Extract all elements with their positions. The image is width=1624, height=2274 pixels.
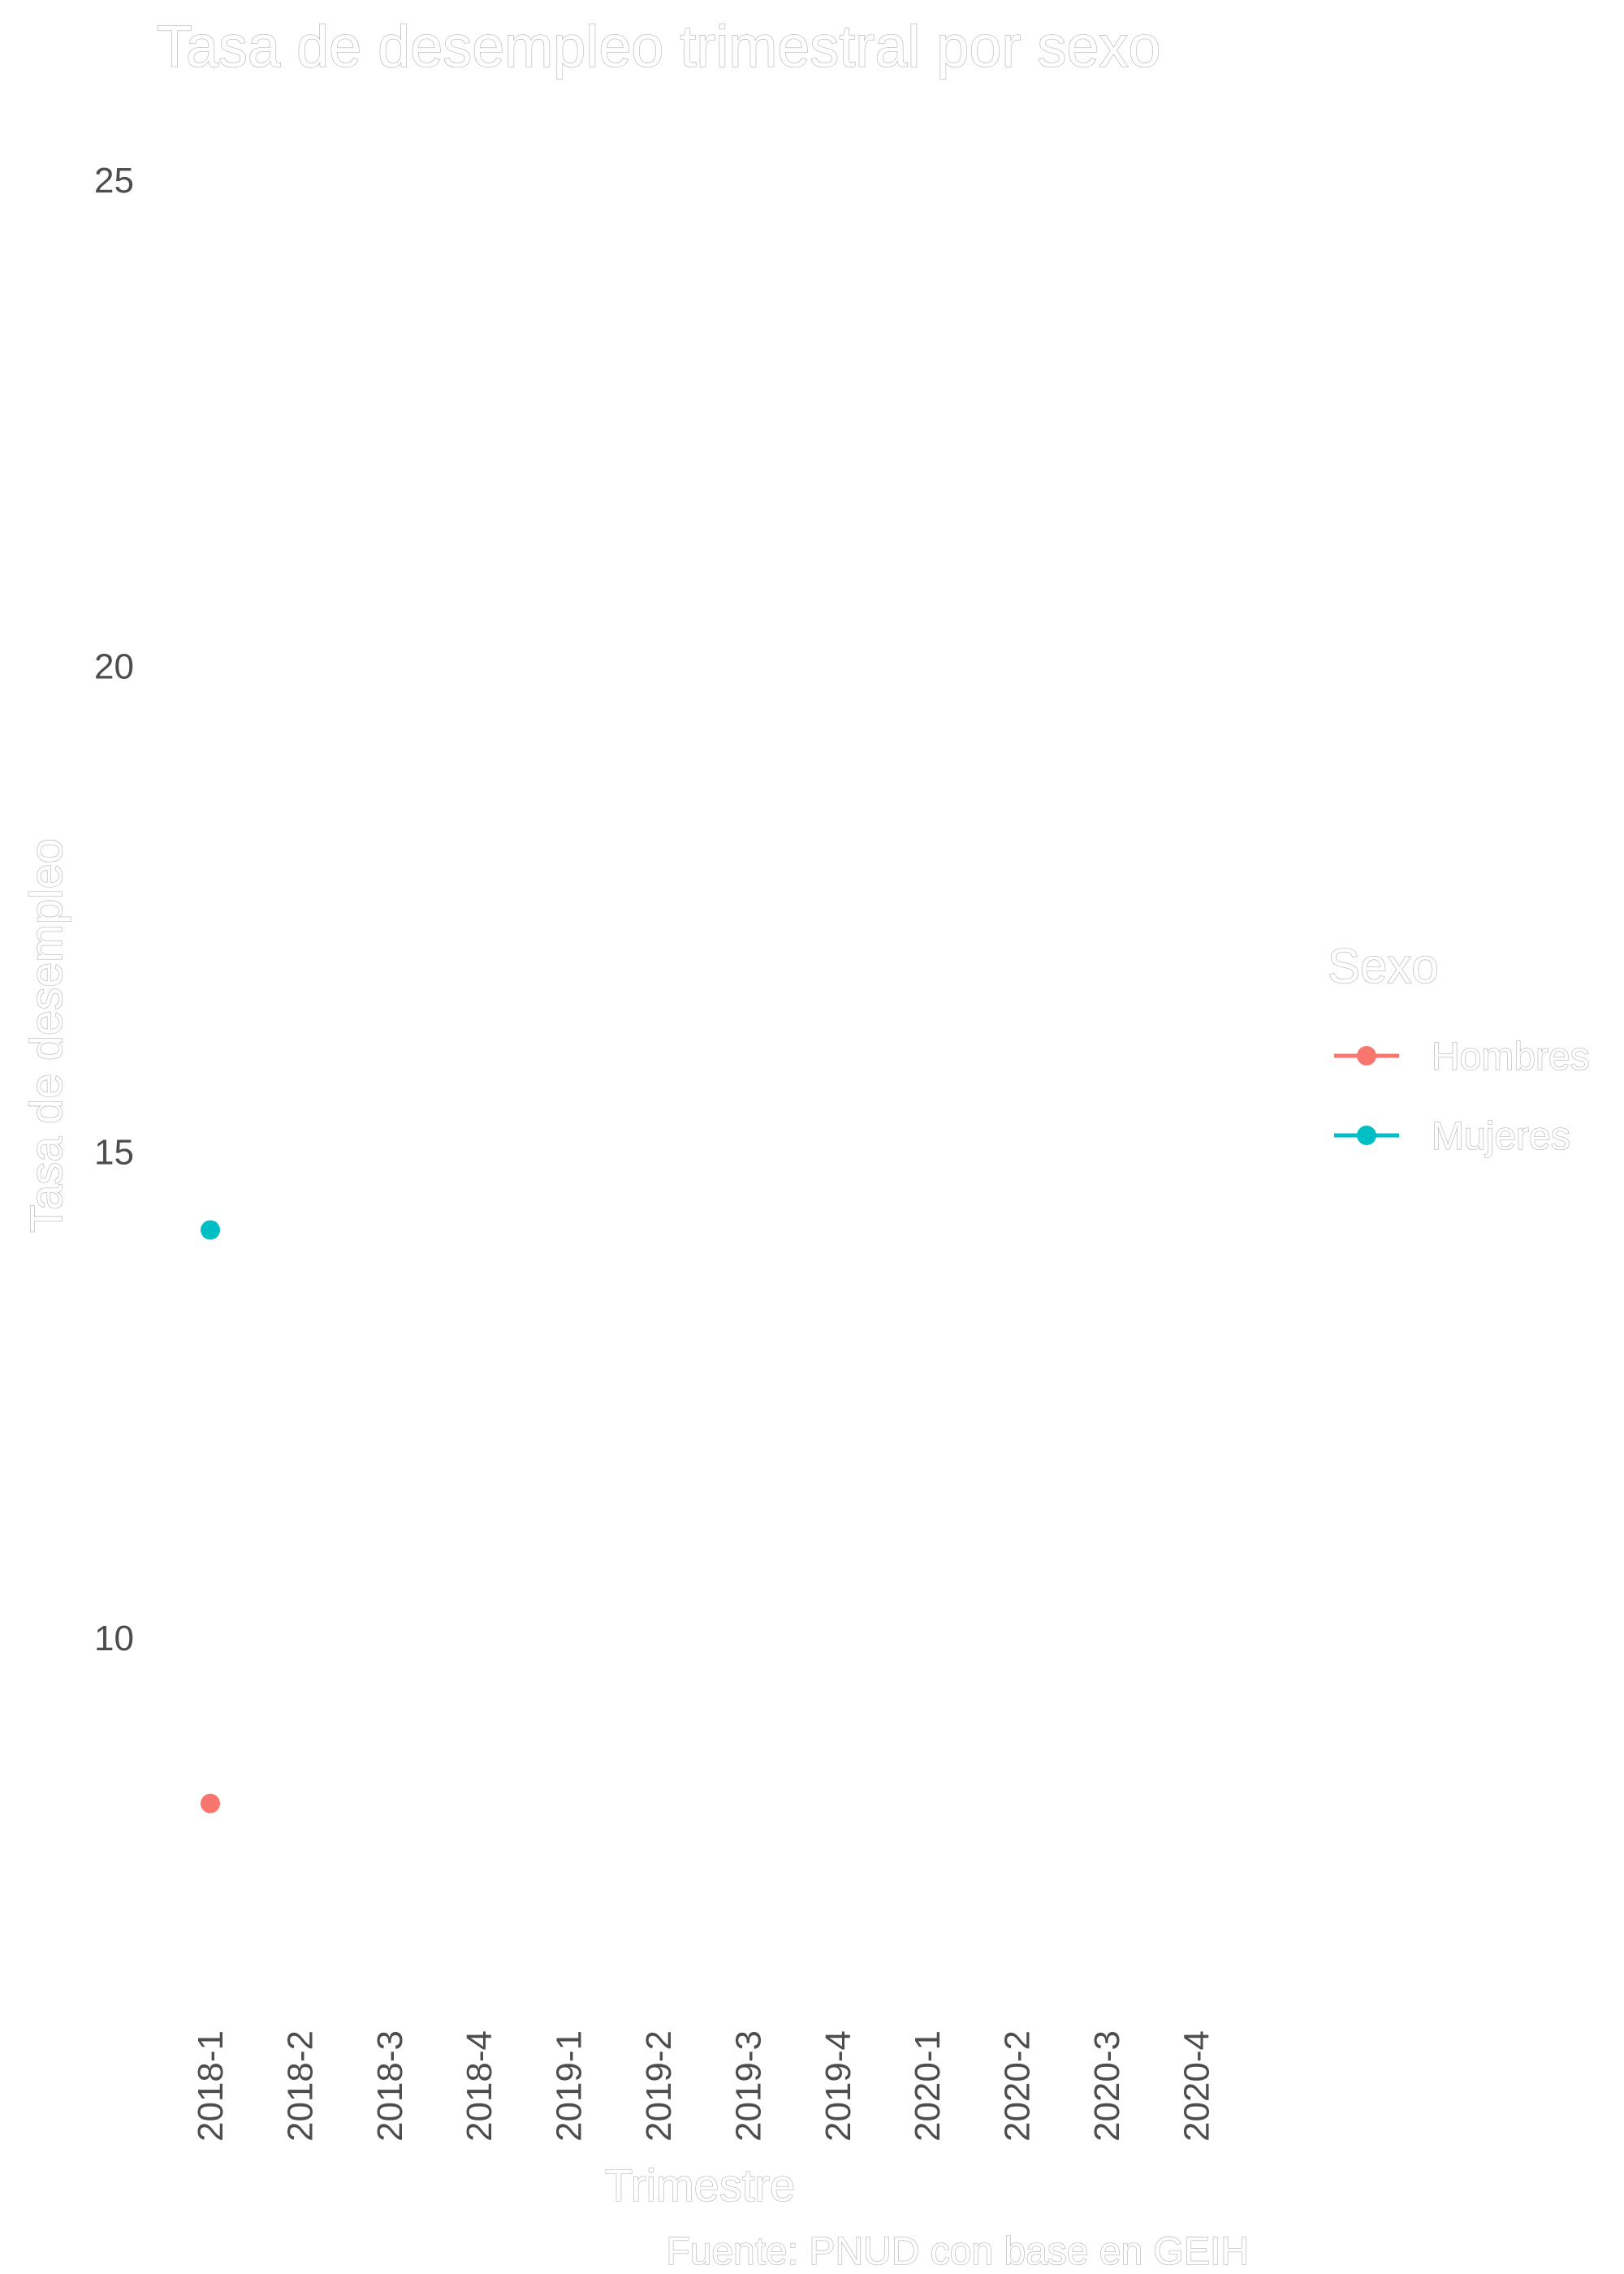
x-tick-label: 2019-1 (550, 2030, 590, 2142)
legend: Sexo Hombres Mujeres (1327, 938, 1590, 1159)
series-mujeres (201, 1220, 220, 1240)
y-axis-ticks: 10 15 20 25 (94, 161, 134, 1658)
legend-items: Hombres Mujeres (1334, 1035, 1590, 1159)
x-tick-label: 2018-3 (370, 2030, 410, 2142)
x-tick-label: 2020-1 (908, 2030, 948, 2142)
x-tick-label: 2018-2 (280, 2030, 320, 2142)
data-point (201, 1793, 220, 1814)
series-layer (201, 1220, 220, 1814)
legend-key-point (1357, 1126, 1376, 1145)
x-tick-label: 2020-4 (1177, 2030, 1216, 2142)
x-tick-label: 2018-1 (191, 2030, 231, 2142)
x-tick-label: 2020-2 (998, 2030, 1038, 2142)
legend-key-point (1357, 1046, 1376, 1066)
x-tick-label: 2020-3 (1087, 2030, 1127, 2142)
x-axis-ticks: 2018-1 2018-2 2018-3 2018-4 2019-1 2019-2 2019… (191, 2030, 1216, 2142)
y-tick-label: 15 (94, 1133, 134, 1173)
legend-item-hombres: Hombres (1334, 1035, 1590, 1079)
y-tick-label: 10 (94, 1619, 134, 1658)
legend-title: Sexo (1328, 939, 1439, 993)
y-tick-label: 25 (94, 161, 134, 201)
y-tick-label: 20 (94, 646, 134, 686)
y-axis-label: Tasa de desempleo (20, 838, 71, 1233)
x-tick-label: 2018-4 (460, 2030, 499, 2142)
chart-caption: Fuente: PNUD con base en GEIH (666, 2230, 1249, 2273)
x-tick-label: 2019-3 (728, 2030, 768, 2142)
series-hombres (201, 1793, 220, 1814)
x-tick-label: 2019-4 (818, 2030, 858, 2142)
legend-label: Hombres (1432, 1035, 1590, 1079)
data-point (201, 1220, 220, 1240)
chart-title: Tasa de desempleo trimestral por sexo (157, 15, 1161, 80)
x-tick-label: 2019-2 (639, 2030, 679, 2142)
legend-item-mujeres: Mujeres (1334, 1114, 1570, 1159)
legend-label: Mujeres (1432, 1115, 1570, 1158)
x-axis-label: Trimestre (605, 2159, 795, 2211)
